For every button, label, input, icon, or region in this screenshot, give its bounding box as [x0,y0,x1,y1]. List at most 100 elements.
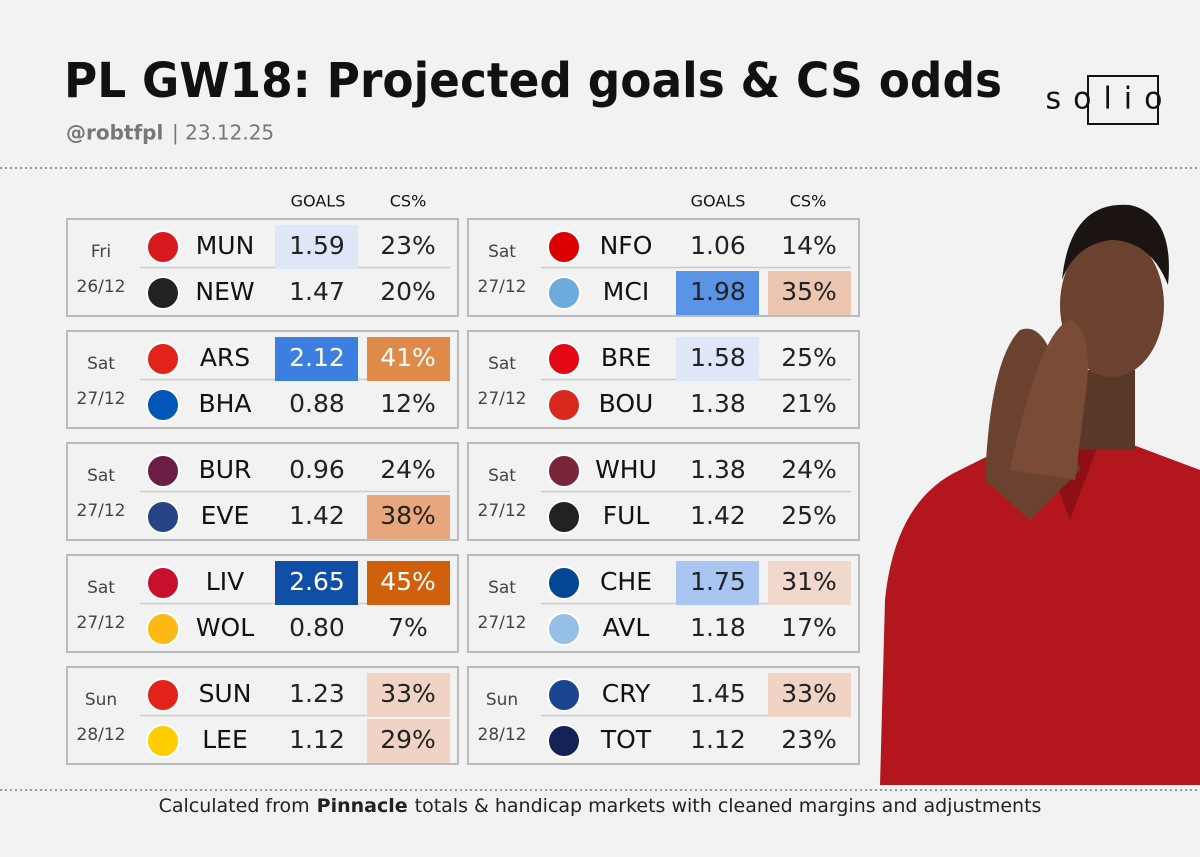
goals-value: 2.12 [289,343,345,372]
team-logo [146,342,180,376]
team-logo [547,342,581,376]
goals-highlight [676,271,759,315]
fixture-date: 27/12 [478,389,527,409]
fixture-date: 27/12 [77,613,126,633]
team-code: NEW [195,277,254,306]
cs-highlight [367,561,450,605]
team-logo [547,566,581,600]
fixture-box [66,554,459,653]
team-code: BRE [601,343,651,372]
fixture-date: 27/12 [478,277,527,297]
team-logo [547,388,581,422]
cs-value: 45% [380,567,436,596]
footer-part: Pinnacle [317,795,408,817]
team-code: MCI [603,277,649,306]
team-logo [146,454,180,488]
cs-value: 23% [781,725,837,754]
fixture-day: Sun [486,690,518,710]
fixture: Sat 27/12 BUR 0.96 24% EVE 1.42 38% [66,442,459,541]
fixture-box [467,330,860,429]
team-logo [547,500,581,534]
fixture-box [467,442,860,541]
team-code: BHA [198,389,251,418]
team-logo [146,230,180,264]
fixture-box [66,330,459,429]
cs-value: 7% [388,613,428,642]
team-logo [146,500,180,534]
fixture-day: Sat [87,466,115,486]
goals-value: 1.42 [690,501,746,530]
cs-value: 33% [380,679,436,708]
goals-value: 1.98 [690,277,746,306]
goals-value: 1.47 [289,277,345,306]
cs-value: 31% [781,567,837,596]
brand-box [1087,75,1159,125]
goals-value: 1.38 [690,389,746,418]
team-code: MUN [196,231,255,260]
fixture-date: 27/12 [478,501,527,521]
team-code: FUL [603,501,650,530]
fixture-date: 28/12 [478,725,527,745]
team-code: BOU [599,389,654,418]
team-code: CHE [600,567,652,596]
cs-value: 41% [380,343,436,372]
goals-value: 1.12 [289,725,345,754]
fixture-day: Sat [87,354,115,374]
cs-highlight [367,673,450,717]
player-photo [880,204,1200,785]
fixture: Sat 27/12 BRE 1.58 25% BOU 1.38 21% [467,330,860,429]
team-code: LEE [202,725,248,754]
fixture-box [66,218,459,317]
goals-highlight [676,337,759,381]
cs-value: 23% [380,231,436,260]
fixture: Fri 26/12 MUN 1.59 23% NEW 1.47 20% [66,218,459,317]
fixture-day: Fri [91,242,111,262]
cs-value: 25% [781,501,837,530]
cs-value: 17% [781,613,837,642]
cs-highlight [768,561,851,605]
cs-value: 33% [781,679,837,708]
fixture-box [467,666,860,765]
team-code: CRY [602,679,651,708]
team-code: BUR [199,455,252,484]
team-logo [547,454,581,488]
team-code: LIV [206,567,244,596]
date: | 23.12.25 [172,121,274,145]
fixture-box [467,554,860,653]
team-code: SUN [199,679,252,708]
team-logo [146,566,180,600]
team-logo [146,724,180,758]
cs-value: 24% [781,455,837,484]
footer-part: Calculated from [159,795,310,817]
fixture-date: 27/12 [478,613,527,633]
team-code: WHU [595,455,657,484]
fixture-box [467,218,860,317]
fixture-day: Sat [488,354,516,374]
fixture: Sat 27/12 CHE 1.75 31% AVL 1.18 17% [467,554,860,653]
goals-value: 1.38 [690,455,746,484]
goals-value: 1.06 [690,231,746,260]
fixture-date: 27/12 [77,501,126,521]
team-logo [547,612,581,646]
cs-value: 12% [380,389,436,418]
handle: @robtfpl [66,121,163,145]
goals-value: 1.75 [690,567,746,596]
fixture-day: Sat [87,578,115,598]
cs-highlight [367,495,450,539]
goals-value: 1.42 [289,501,345,530]
goals-value: 1.59 [289,231,345,260]
fixture-box [66,442,459,541]
team-logo [547,724,581,758]
team-code: TOT [600,725,652,754]
fixture: Sat 27/12 NFO 1.06 14% MCI 1.98 35% [467,218,860,317]
goals-value: 2.65 [289,567,345,596]
goals-value: 0.88 [289,389,345,418]
team-logo [547,230,581,264]
fixture: Sat 27/12 WHU 1.38 24% FUL 1.42 25% [467,442,860,541]
cs-highlight [367,719,450,763]
team-logo [146,388,180,422]
cs-value: 29% [380,725,436,754]
team-code: ARS [200,343,250,372]
fixture: Sun 28/12 SUN 1.23 33% LEE 1.12 29% [66,666,459,765]
